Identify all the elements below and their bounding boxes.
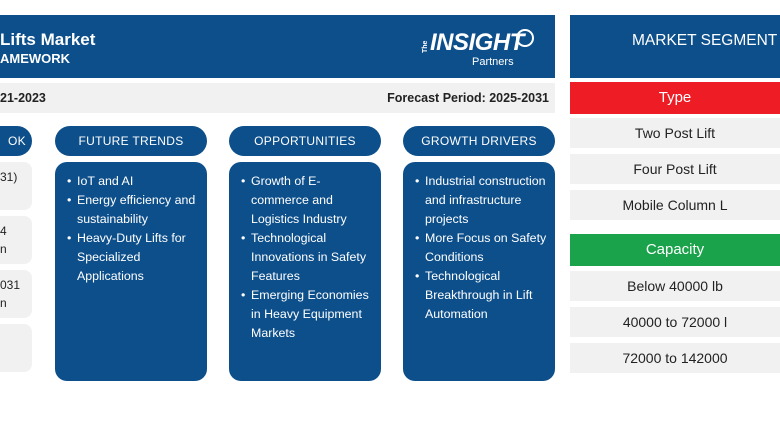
outlook-cell-2: 4 n xyxy=(0,216,32,264)
segment-type-item: Mobile Column L xyxy=(570,190,780,220)
outlook-cell-3: 031 n xyxy=(0,270,32,318)
segment-type-item: Four Post Lift xyxy=(570,154,780,184)
opportunity-item: Technological Innovations in Safety Feat… xyxy=(241,229,373,286)
segment-type-header: Type xyxy=(570,82,780,114)
segment-capacity-header: Capacity xyxy=(570,234,780,266)
report-subtitle: AMEWORK xyxy=(0,51,71,66)
opportunities-box: Growth of E-commerce and Logistics Indus… xyxy=(229,162,381,381)
period-bar: 21-2023 Forecast Period: 2025-2031 xyxy=(0,83,555,113)
outlook-cell-2-line-1: 4 xyxy=(0,224,7,238)
outlook-cell-3-line-1: 031 xyxy=(0,278,21,292)
growth-drivers-title: GROWTH DRIVERS xyxy=(421,134,537,148)
logo-partners-text: Partners xyxy=(472,56,514,68)
outlook-cell-2-line-2: n xyxy=(0,242,7,256)
outlook-cell-1: 31) xyxy=(0,162,32,210)
logo-insight-text: INSIGHT xyxy=(430,29,524,56)
outlook-cell-1-line-1: 31) xyxy=(0,170,18,184)
forecast-period: Forecast Period: 2025-2031 xyxy=(387,91,549,105)
opportunities-title: OPPORTUNITIES xyxy=(254,134,356,148)
opportunities-pill: OPPORTUNITIES xyxy=(229,126,381,156)
logo-the-text: The xyxy=(422,40,429,53)
segment-capacity-label: Capacity xyxy=(645,241,705,258)
future-trends-title: FUTURE TRENDS xyxy=(78,134,184,148)
segmentation-title: MARKET SEGMENT xyxy=(632,32,778,49)
growth-drivers-box: Industrial construction and infrastructu… xyxy=(403,162,555,381)
opportunity-item: Growth of E-commerce and Logistics Indus… xyxy=(241,172,373,229)
segment-capacity-item: 40000 to 72000 l xyxy=(570,307,780,337)
growth-driver-item: Industrial construction and infrastructu… xyxy=(415,172,547,229)
opportunity-item: Emerging Economies in Heavy Equipment Ma… xyxy=(241,286,373,343)
segmentation-header: MARKET SEGMENT xyxy=(570,15,780,78)
logo-circle-icon xyxy=(516,29,534,47)
future-trend-item: Energy efficiency and sustainability xyxy=(67,191,199,229)
insight-partners-logo: The INSIGHT Partners xyxy=(422,25,542,71)
future-trends-pill: FUTURE TRENDS xyxy=(55,126,207,156)
report-title: Lifts Market xyxy=(0,30,96,49)
growth-driver-item: Technological Breakthrough in Lift Autom… xyxy=(415,267,547,324)
outlook-pill-label: OK xyxy=(8,134,26,148)
future-trend-item: Heavy-Duty Lifts for Specialized Applica… xyxy=(67,229,199,286)
future-trend-item: IoT and AI xyxy=(67,172,199,191)
report-header: Lifts Market AMEWORK The INSIGHT Partner… xyxy=(0,15,555,78)
growth-drivers-pill: GROWTH DRIVERS xyxy=(403,126,555,156)
outlook-cell-3-line-2: n xyxy=(0,296,7,310)
historical-period: 21-2023 xyxy=(0,91,46,105)
growth-driver-item: More Focus on Safety Conditions xyxy=(415,229,547,267)
segment-type-item: Two Post Lift xyxy=(570,118,780,148)
segment-type-label: Type xyxy=(658,89,692,106)
segment-capacity-item: Below 40000 lb xyxy=(570,271,780,301)
future-trends-box: IoT and AI Energy efficiency and sustain… xyxy=(55,162,207,381)
outlook-pill: OK xyxy=(0,126,32,156)
segment-capacity-item: 72000 to 142000 xyxy=(570,343,780,373)
outlook-cell-4 xyxy=(0,324,32,372)
